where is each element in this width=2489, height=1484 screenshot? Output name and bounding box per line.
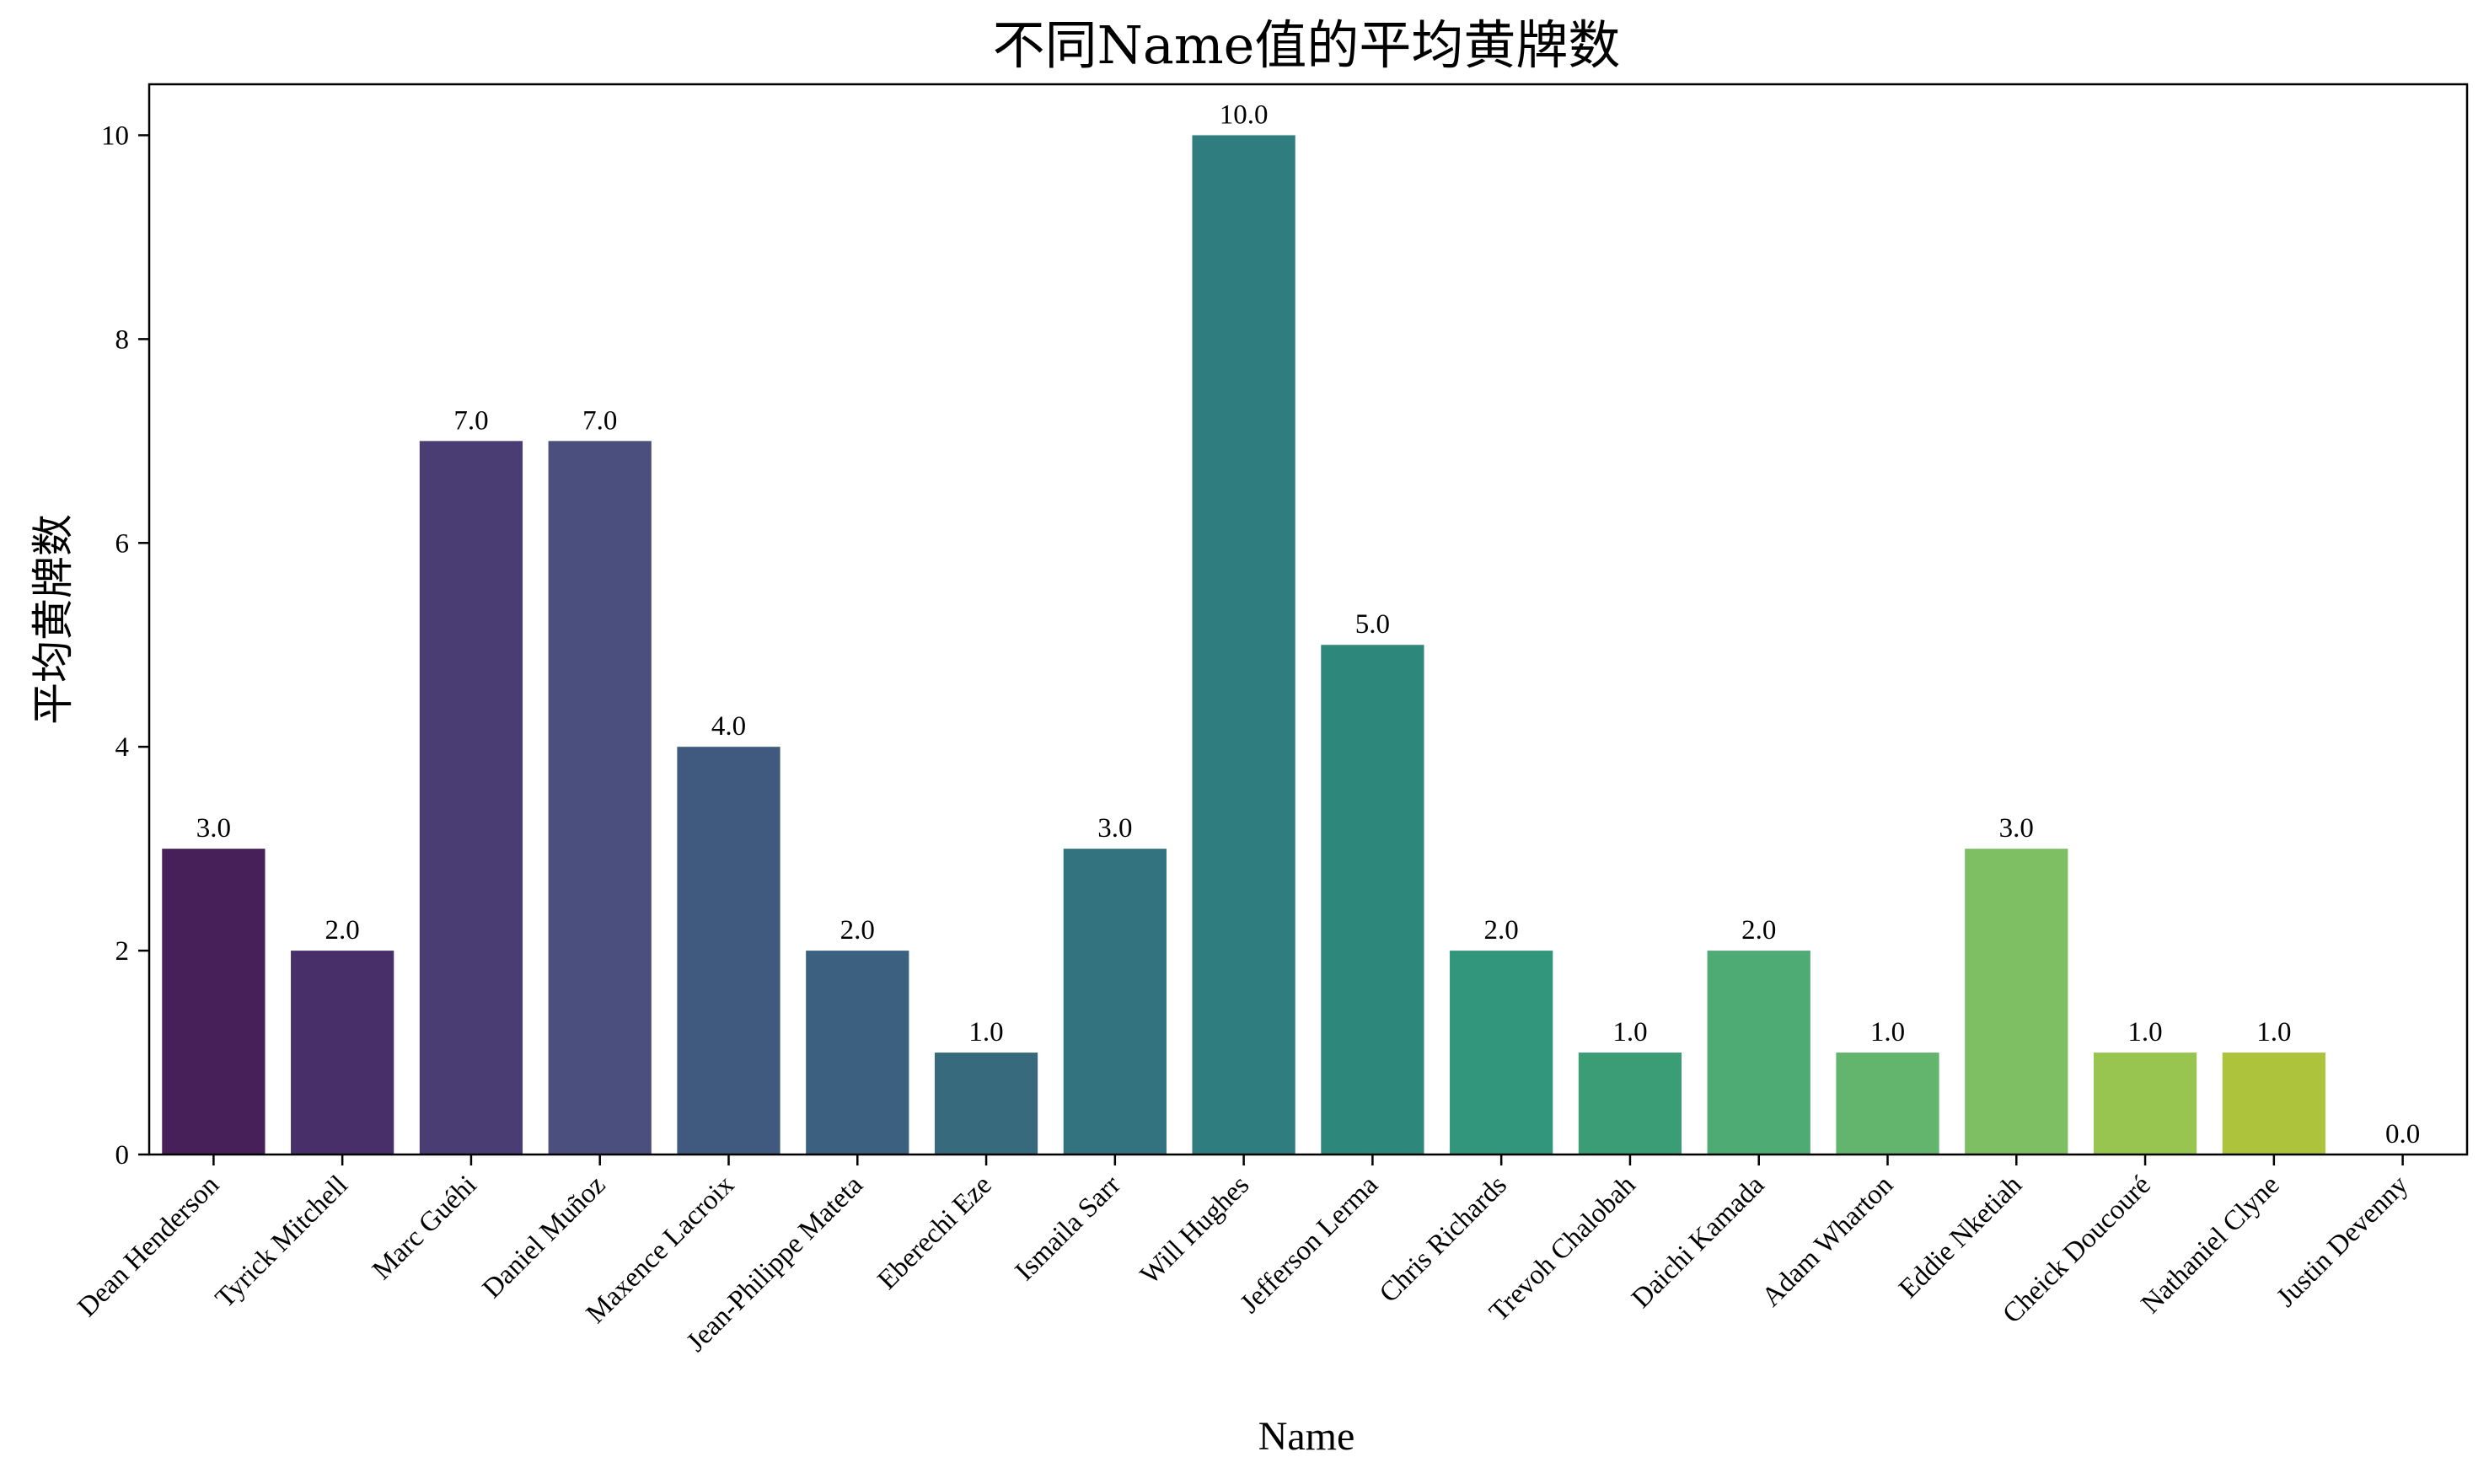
bar xyxy=(548,441,652,1155)
bar-value-label: 1.0 xyxy=(1870,1017,1905,1047)
y-tick-label: 4 xyxy=(115,732,130,763)
bar xyxy=(1192,135,1295,1155)
bar xyxy=(162,849,266,1155)
x-tick-label: Jefferson Lerma xyxy=(1235,1170,1385,1320)
x-tick-label: Justin Devenny xyxy=(2271,1170,2414,1313)
data-labels-group: 3.0 2.0 7.0 7.0 4.0 2.0 1.0 3.0 10.0 5.0 2.0 1.0 2.0… xyxy=(196,99,2420,1149)
bar xyxy=(1450,951,1553,1155)
bar xyxy=(419,441,523,1155)
bar-value-label: 7.0 xyxy=(453,405,488,436)
x-tick-label: Marc Guéhi xyxy=(367,1170,483,1286)
x-tick-label: Nathaniel Clyne xyxy=(2136,1170,2286,1320)
x-tick-label: Eddie Nketiah xyxy=(1893,1170,2028,1305)
bar xyxy=(2222,1053,2325,1155)
x-tick-label: Chris Richards xyxy=(1374,1170,1513,1309)
bar-value-label: 3.0 xyxy=(1999,813,2034,844)
bar xyxy=(677,747,780,1155)
x-tick-label: Daichi Kamada xyxy=(1626,1170,1770,1314)
x-tick-label: Tyrick Mitchell xyxy=(210,1170,354,1314)
bar-value-label: 1.0 xyxy=(2127,1017,2162,1047)
bar xyxy=(1063,849,1167,1155)
bar xyxy=(1836,1053,1939,1155)
bar xyxy=(1965,849,2068,1155)
bar-value-label: 3.0 xyxy=(1097,813,1132,844)
y-axis: 0 2 4 6 8 10 xyxy=(101,121,149,1171)
bar-value-label: 2.0 xyxy=(325,915,360,946)
bar-value-label: 0.0 xyxy=(2385,1119,2420,1149)
bar-value-label: 2.0 xyxy=(1484,915,1519,946)
y-tick-label: 2 xyxy=(115,936,130,967)
bar xyxy=(291,951,394,1155)
bar-value-label: 5.0 xyxy=(1355,609,1390,640)
x-tick-label: Daniel Muñoz xyxy=(477,1170,612,1305)
bar xyxy=(1707,951,1810,1155)
chart-title: 不同Name值的平均黄牌数 xyxy=(993,14,1621,76)
bar xyxy=(934,1053,1038,1155)
bar xyxy=(1321,645,1424,1155)
bar-value-label: 1.0 xyxy=(1612,1017,1647,1047)
x-tick-label: Adam Wharton xyxy=(1757,1170,1900,1313)
x-tick-label: Dean Henderson xyxy=(72,1170,225,1323)
x-tick-label: Ismaila Sarr xyxy=(1010,1170,1127,1287)
bar-value-label: 1.0 xyxy=(2256,1017,2291,1047)
bar-value-label: 4.0 xyxy=(711,711,746,742)
bar-value-label: 2.0 xyxy=(840,915,875,946)
x-axis-title: Name xyxy=(1258,1414,1355,1459)
y-tick-label: 10 xyxy=(101,121,129,151)
y-tick-label: 0 xyxy=(115,1140,130,1171)
bars-group xyxy=(162,135,2325,1155)
x-tick-label: Eberechi Eze xyxy=(872,1170,998,1295)
y-tick-label: 8 xyxy=(115,324,130,355)
bar-value-label: 10.0 xyxy=(1220,99,1269,130)
bar xyxy=(2093,1053,2197,1155)
x-tick-label: Will Hughes xyxy=(1135,1170,1255,1290)
y-axis-title: 平均黄牌数 xyxy=(29,514,78,725)
bar-value-label: 7.0 xyxy=(582,405,617,436)
bar xyxy=(1578,1053,1682,1155)
bar-value-label: 1.0 xyxy=(968,1017,1003,1047)
bar-value-label: 3.0 xyxy=(196,813,231,844)
bar-value-label: 2.0 xyxy=(1741,915,1776,946)
bar xyxy=(806,951,909,1155)
y-tick-label: 6 xyxy=(115,528,130,559)
plot-frame xyxy=(148,83,2469,1156)
